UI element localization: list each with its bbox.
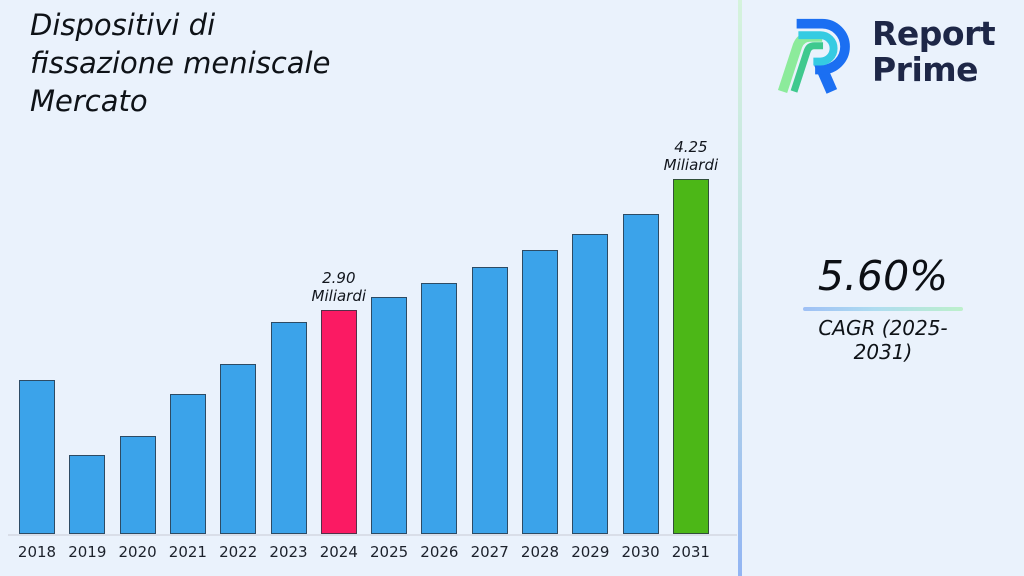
x-axis-label-2029: 2029 [571, 543, 610, 561]
bar-2025 [371, 297, 408, 534]
bar-2030 [622, 214, 659, 534]
brand-name-line1: Report [872, 14, 996, 53]
brand-name: Report Prime [872, 8, 996, 94]
x-axis-label-2025: 2025 [370, 543, 409, 561]
x-axis-label-2019: 2019 [68, 543, 107, 561]
bar-2031 [672, 179, 709, 534]
bar-2019 [69, 455, 106, 534]
bar-2022 [220, 364, 257, 534]
x-axis-label-2023: 2023 [269, 543, 308, 561]
brand-name-line2: Prime [872, 50, 979, 89]
x-axis-label-2024: 2024 [319, 543, 358, 561]
bar-chart: 2018 2019 2020 2021 2022 2023 2024 2025 2026 2027… [17, 138, 739, 561]
bar-2018 [19, 380, 55, 534]
x-axis-label-2026: 2026 [420, 543, 459, 561]
bar-2023 [270, 322, 307, 534]
annotation-unit: Miliardi [663, 155, 719, 174]
x-axis-label-2027: 2027 [470, 543, 509, 561]
x-axis-label-2021: 2021 [168, 543, 207, 561]
cagr-stat: 5.60% CAGR (2025-2031) [795, 252, 971, 364]
bar-2026 [421, 283, 458, 534]
bar-2028 [522, 250, 558, 534]
annotation-unit: Miliardi [311, 286, 367, 305]
stat-underline-decoration [803, 307, 963, 311]
bar-2027 [471, 267, 508, 534]
x-axis-label-2018: 2018 [17, 543, 57, 561]
x-axis-label-2028: 2028 [520, 543, 560, 561]
bar-annotation-2024: 2.90 Miliardi [291, 269, 387, 305]
x-axis-label-2022: 2022 [219, 543, 258, 561]
brand: Report Prime [772, 8, 996, 94]
bar-2024 [320, 310, 357, 534]
cagr-caption: CAGR (2025-2031) [818, 316, 948, 364]
page-title: Dispositivi di fissazione meniscale Merc… [30, 8, 331, 118]
panel-divider [738, 0, 742, 576]
annotation-value: 2.90 [322, 269, 356, 287]
bar-2021 [169, 394, 206, 534]
x-axis-label-2031: 2031 [671, 543, 710, 561]
bar-2020 [119, 436, 156, 534]
annotation-value: 4.25 [674, 138, 708, 156]
report-prime-logo-icon [777, 18, 850, 94]
x-axis-line [8, 534, 737, 536]
cagr-value: 5.60% [817, 252, 949, 300]
bar-2029 [572, 234, 609, 534]
bar-annotation-2031: 4.25 Miliardi [643, 138, 739, 174]
x-axis-label-2030: 2030 [621, 543, 660, 561]
x-axis-label-2020: 2020 [118, 543, 157, 561]
